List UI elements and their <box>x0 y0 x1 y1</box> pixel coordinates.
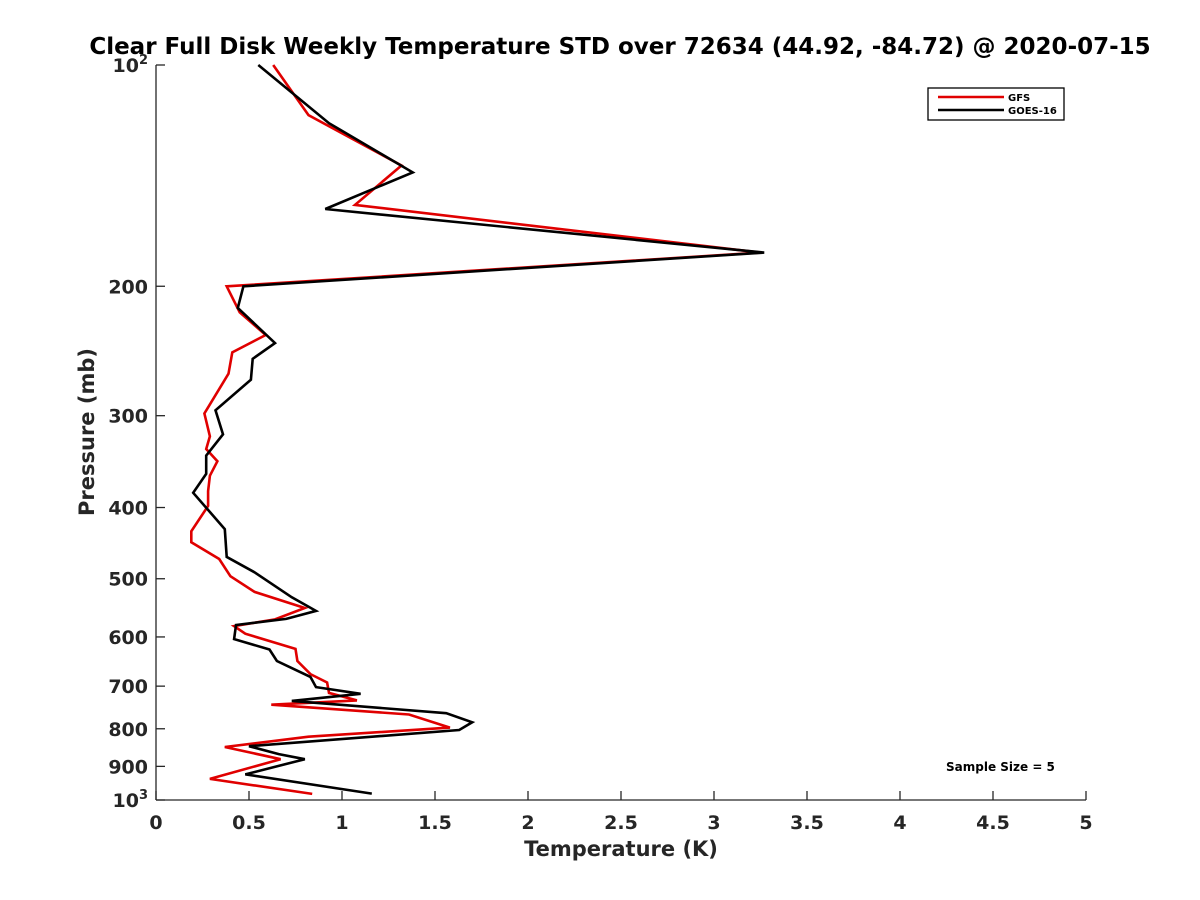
x-tick-label: 4 <box>893 812 906 834</box>
x-tick-label: 0.5 <box>232 812 266 834</box>
y-tick-exponent: 3 <box>139 788 148 803</box>
sample-size-annotation: Sample Size = 5 <box>946 760 1055 774</box>
legend-box <box>927 87 1065 121</box>
y-tick-base: 10 <box>113 55 139 77</box>
y-tick-label: 102 <box>113 53 149 77</box>
y-tick-label: 200 <box>108 276 148 298</box>
series-line-gfs <box>190 64 761 796</box>
legend: GFS GOES-16 <box>927 87 1065 121</box>
x-tick-label: 4.5 <box>976 812 1010 834</box>
plot-area: 0 0.5 1 1.5 2 2.5 3 3.5 4 4.5 5 102200300400500600… <box>108 53 1092 834</box>
legend-label-gfs: GFS <box>1008 93 1030 104</box>
x-ticks: 0 0.5 1 1.5 2 2.5 3 3.5 4 4.5 5 <box>149 791 1093 834</box>
x-tick-label: 0 <box>149 812 162 834</box>
x-axis-label: Temperature (K) <box>524 837 718 861</box>
x-tick-label: 5 <box>1079 812 1092 834</box>
y-tick-label: 800 <box>108 719 148 741</box>
legend-label-goes16: GOES-16 <box>1008 106 1057 117</box>
y-axis-label: Pressure (mb) <box>75 348 99 516</box>
y-tick-base: 10 <box>113 790 139 812</box>
y-tick-label: 900 <box>108 756 148 778</box>
x-tick-label: 1.5 <box>418 812 452 834</box>
y-tick-label: 600 <box>108 627 148 649</box>
x-tick-label: 3 <box>707 812 720 834</box>
y-tick-label: 400 <box>108 498 148 520</box>
y-tick-label: 103 <box>113 788 149 812</box>
y-tick-exponent: 2 <box>139 53 148 68</box>
y-tick-label: 500 <box>108 569 148 591</box>
chart-title: Clear Full Disk Weekly Temperature STD o… <box>89 34 1150 60</box>
x-tick-label: 2 <box>521 812 534 834</box>
series-line-goes16 <box>191 63 765 795</box>
x-tick-label: 1 <box>335 812 348 834</box>
y-tick-label: 300 <box>108 406 148 428</box>
series-lines <box>190 63 765 796</box>
y-tick-label: 700 <box>108 676 148 698</box>
x-tick-label: 2.5 <box>604 812 638 834</box>
x-tick-label: 3.5 <box>790 812 824 834</box>
